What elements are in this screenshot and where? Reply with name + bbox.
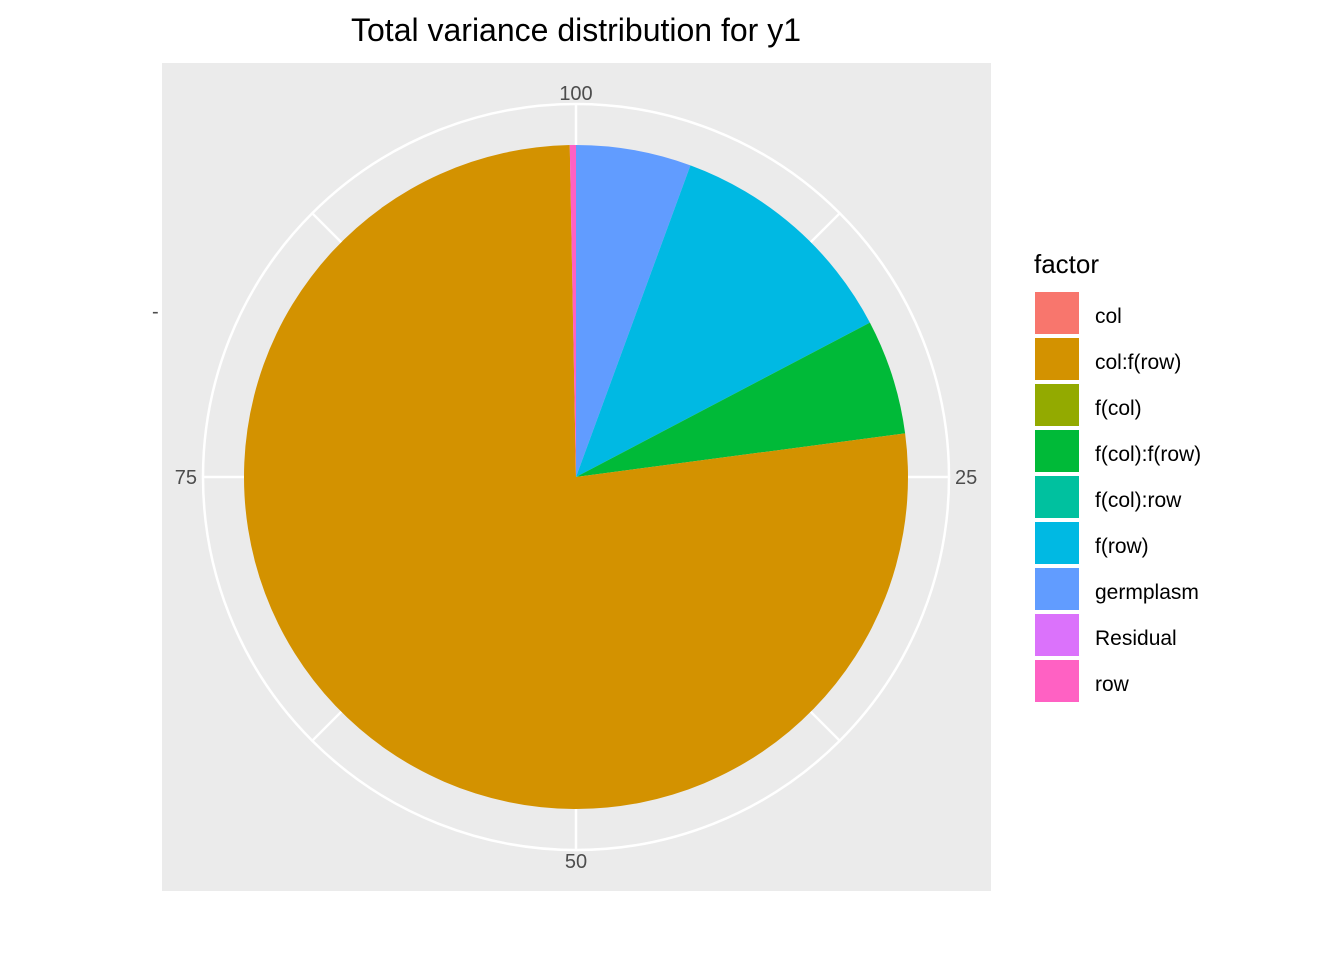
theta-tick-label: 25 — [955, 467, 977, 489]
legend-label: f(row) — [1095, 535, 1149, 558]
legend-swatch — [1035, 384, 1079, 426]
legend-label: f(col):row — [1095, 489, 1182, 512]
legend-swatch — [1035, 660, 1079, 702]
legend-label: germplasm — [1095, 581, 1199, 604]
legend-swatch — [1035, 614, 1079, 656]
slice-col-f-row — [243, 145, 908, 809]
legend-label: Residual — [1095, 627, 1177, 650]
theta-tick-label: 100 — [559, 83, 592, 105]
theta-tick-label: 75 — [175, 467, 197, 489]
slice-germplasm — [576, 145, 691, 477]
legend-label: row — [1095, 673, 1130, 696]
legend-swatch — [1035, 568, 1079, 610]
legend-title: factor — [1034, 249, 1099, 279]
slice-f-col-f-row — [576, 322, 906, 477]
theta-tick-labels: 100 25 50 75 — [175, 83, 978, 873]
slice-row — [569, 145, 576, 477]
theta-tick-label: 50 — [565, 851, 587, 873]
legend-swatch — [1035, 522, 1079, 564]
chart-title: Total variance distribution for y1 — [351, 12, 801, 48]
legend: factor col col:f(row) f(col) f(col):f(row) f… — [1034, 249, 1201, 702]
legend-swatch — [1035, 476, 1079, 518]
legend-label: col — [1095, 305, 1122, 328]
legend-label: col:f(row) — [1095, 351, 1181, 374]
legend-swatch — [1035, 430, 1079, 472]
legend-label: f(col):f(row) — [1095, 443, 1201, 466]
legend-swatch — [1035, 338, 1079, 380]
y-axis-tick-label: - — [152, 301, 159, 323]
pie-slices — [243, 145, 908, 809]
legend-label: f(col) — [1095, 397, 1142, 420]
slice-f-row — [576, 165, 870, 477]
legend-swatch — [1035, 292, 1079, 334]
